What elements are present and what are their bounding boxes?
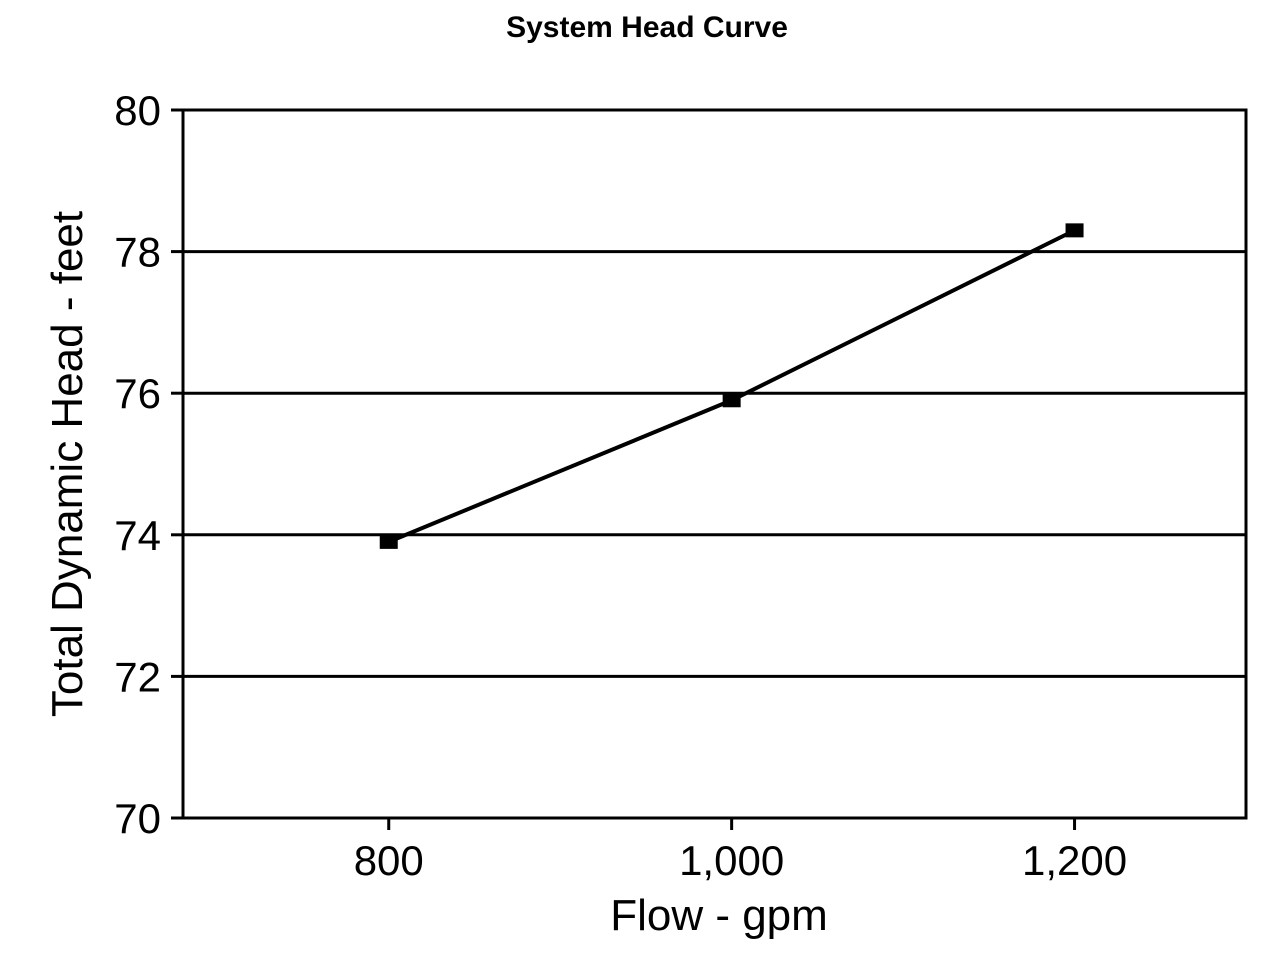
y-tick-label-4: 78: [114, 229, 161, 276]
y-tick-label-3: 76: [114, 370, 161, 417]
chart-title: System Head Curve: [506, 11, 788, 44]
data-point-2: [1065, 223, 1084, 238]
data-point-0: [379, 534, 398, 549]
series-line: [387, 228, 1076, 544]
y-axis-label: Total Dynamic Head - feet: [43, 211, 92, 717]
gridlines: [183, 250, 1246, 678]
y-tick-label-1: 72: [114, 653, 161, 700]
y-tick-label-2: 74: [114, 512, 161, 559]
data-point-1: [722, 393, 741, 408]
x-tick-label-2: 1,200: [1022, 837, 1127, 884]
x-tick-label-0: 800: [354, 837, 424, 884]
data-markers: [379, 223, 1084, 549]
x-axis-ticks: 800 1,000 1,200: [354, 818, 1127, 884]
y-tick-label-5: 80: [114, 87, 161, 134]
y-axis-ticks: 70 72 74 76 78 80: [114, 87, 183, 842]
x-tick-label-1: 1,000: [679, 837, 784, 884]
plot-frame: [181, 108, 1248, 820]
y-tick-label-0: 70: [114, 795, 161, 842]
x-axis-label: Flow - gpm: [610, 891, 828, 940]
